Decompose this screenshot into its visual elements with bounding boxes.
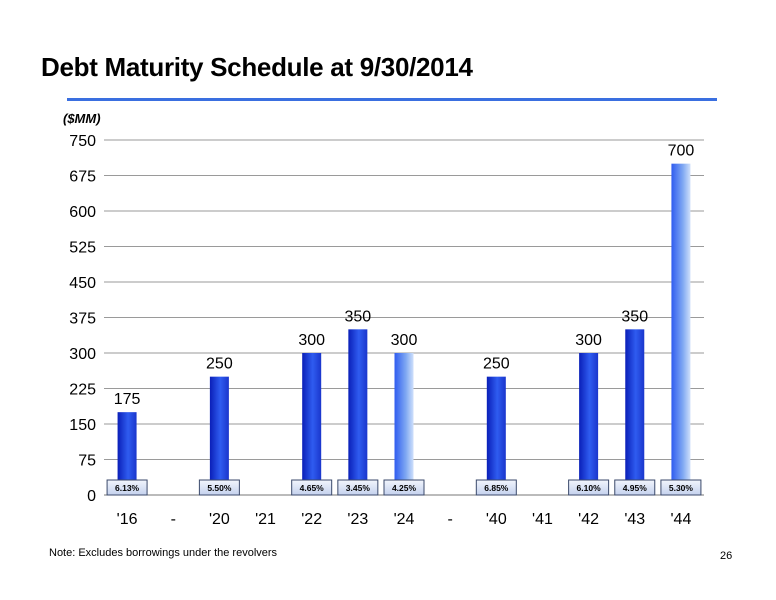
bar-value-label: 300 <box>575 332 602 349</box>
bar <box>348 329 368 495</box>
x-tick-label: '22 <box>301 511 322 528</box>
y-tick-label: 0 <box>87 488 96 505</box>
x-axis-tick-labels: '16 - '20 '21 '22 '23 '24 - '40 '41 '42 '43 '44 <box>117 511 692 528</box>
bars <box>117 163 691 495</box>
x-tick-label: '42 <box>578 511 599 528</box>
bar-value-label: 700 <box>668 143 695 160</box>
rate-box <box>291 479 333 496</box>
x-tick-label: '21 <box>255 511 276 528</box>
rate-box <box>614 479 656 496</box>
x-tick-label: - <box>171 511 176 528</box>
rate-label: 4.95% <box>623 483 648 493</box>
rate-label: 4.25% <box>392 483 417 493</box>
y-tick-label: 225 <box>69 382 96 399</box>
bar-value-label: 300 <box>391 332 418 349</box>
x-tick-label: '16 <box>117 511 138 528</box>
x-tick-label: - <box>447 511 452 528</box>
bar-value-label: 300 <box>298 332 325 349</box>
bar-value-label: 250 <box>206 356 233 373</box>
footnote: Note: Excludes borrowings under the revo… <box>49 547 278 559</box>
y-tick-label: 450 <box>69 275 96 292</box>
data-labels: 175 250 300 350 300 250 300 350 700 <box>114 143 695 408</box>
x-tick-label: '40 <box>486 511 507 528</box>
bar-value-label: 350 <box>344 308 371 325</box>
x-tick-label: '23 <box>347 511 368 528</box>
rate-label: 5.50% <box>207 483 232 493</box>
rate-label: 3.45% <box>346 483 371 493</box>
y-tick-label: 750 <box>69 133 96 150</box>
rate-boxes: 6.13% 5.50% 4.65% 3.45% 4.25% 6.85% 6.10% 4.95%… <box>106 479 702 496</box>
y-axis-unit-label: ($MM) <box>63 111 101 126</box>
bar <box>117 412 137 495</box>
page-number: 26 <box>720 550 733 562</box>
y-tick-label: 600 <box>69 204 96 221</box>
bar <box>671 163 691 495</box>
bar <box>625 329 645 495</box>
rate-box <box>106 479 148 496</box>
x-tick-label: '41 <box>532 511 553 528</box>
rate-box <box>475 479 517 496</box>
rate-box <box>337 479 379 496</box>
y-tick-label: 375 <box>69 311 96 328</box>
rate-label: 6.13% <box>115 483 140 493</box>
bar <box>394 353 414 495</box>
x-tick-label: '44 <box>670 511 691 528</box>
y-tick-label: 75 <box>78 453 96 470</box>
y-axis-tick-labels: 0 75 150 225 300 375 450 525 600 675 750 <box>69 133 96 505</box>
bar-value-label: 175 <box>114 391 141 408</box>
x-tick-label: '43 <box>624 511 645 528</box>
rate-label: 4.65% <box>300 483 325 493</box>
rate-label: 6.85% <box>484 483 509 493</box>
y-tick-label: 675 <box>69 169 96 186</box>
rate-box <box>198 479 240 496</box>
rate-box <box>383 479 425 496</box>
bar <box>579 353 599 495</box>
rate-box <box>660 479 702 496</box>
page-title: Debt Maturity Schedule at 9/30/2014 <box>41 52 473 82</box>
y-tick-label: 300 <box>69 346 96 363</box>
x-tick-label: '24 <box>394 511 415 528</box>
x-tick-label: '20 <box>209 511 230 528</box>
rate-label: 5.30% <box>669 483 694 493</box>
y-tick-label: 150 <box>69 417 96 434</box>
rate-box <box>568 479 610 496</box>
bar <box>486 376 506 495</box>
bar-value-label: 250 <box>483 356 510 373</box>
title-underline <box>67 98 717 101</box>
bar-value-label: 350 <box>621 308 648 325</box>
rate-label: 6.10% <box>577 483 602 493</box>
bar <box>302 353 322 495</box>
bar <box>209 376 229 495</box>
y-tick-label: 525 <box>69 240 96 257</box>
